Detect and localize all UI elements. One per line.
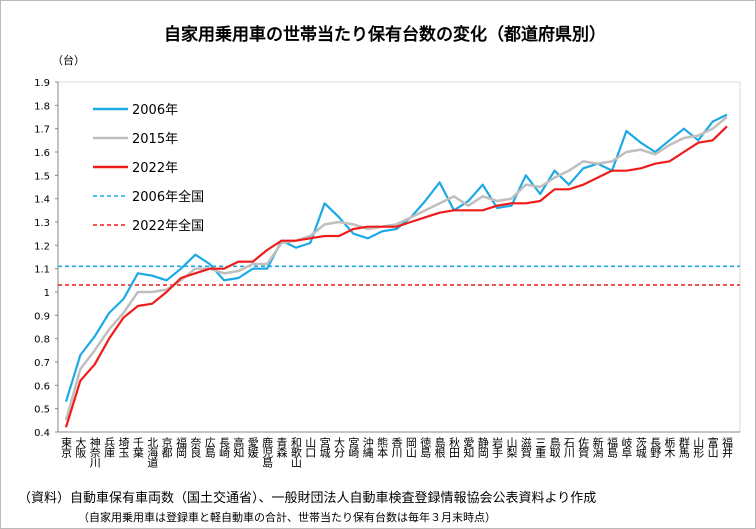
x-tick-label: 石川 [562,437,575,458]
x-tick-label: 群馬 [677,436,690,459]
x-tick-label: 島根 [433,436,446,459]
x-tick-label: 佐賀 [577,436,590,459]
x-tick-label: 茨城 [634,436,647,458]
x-tick-label: 和歌山 [289,437,302,468]
x-tick-label: 岡山 [404,437,417,458]
x-tick-label: 熊本 [376,436,389,459]
x-tick-label: 三重 [534,437,547,458]
x-tick-label: 福島 [606,436,619,459]
footnote: （自家用乗用車は登録車と軽自動車の合計、世帯当たり保有台数は毎年３月末時点） [78,510,496,524]
x-tick-label: 奈良 [189,436,202,459]
x-tick-label: 北海道 [146,437,159,468]
y-tick-label: 1.5 [34,171,50,182]
x-tick-label: 東京 [60,437,73,459]
x-tick-label: 宮崎 [347,436,360,458]
y-tick-label: 1.3 [34,218,50,229]
y-tick-label: 0.4 [34,428,50,439]
x-tick-label: 滋賀 [519,437,532,459]
x-tick-label: 新潟 [591,436,604,459]
x-tick-label: 千葉 [131,437,144,458]
x-tick-label: 徳島 [419,437,432,459]
legend-label: 2022年全国 [132,218,204,234]
x-tick-label: 大阪 [74,436,87,459]
y-unit-label: （台） [52,53,85,67]
y-tick-label: 1.9 [34,78,50,89]
y-tick-label: 0.9 [34,311,50,322]
x-tick-label: 高知 [232,436,245,459]
y-tick-label: 0.6 [34,381,50,392]
chart-title: 自家用乗用車の世帯当たり保有台数の変化（都道府県別） [164,24,606,45]
x-tick-label: 山形 [692,437,705,459]
x-tick-label: 広島 [203,437,216,459]
x-tick-label: 長崎 [218,437,231,458]
x-tick-label: 栃木 [663,436,676,459]
x-tick-label: 京都 [160,436,173,458]
x-tick-label: 宮城 [318,436,331,458]
x-tick-label: 神奈川 [88,436,101,468]
x-tick-label: 福井 [721,436,734,459]
x-tick-label: 青森 [275,437,288,459]
x-tick-label: 長野 [649,437,662,458]
x-tick-label: 大分 [333,436,346,458]
y-tick-label: 0.8 [34,335,50,346]
legend-label: 2006年全国 [132,189,204,205]
x-tick-label: 香川 [390,437,403,458]
x-tick-label: 愛媛 [246,437,259,459]
series-line [64,125,728,428]
x-tick-label: 兵庫 [103,437,116,459]
x-tick-label: 愛知 [462,437,475,459]
y-tick-label: 1.6 [34,148,50,159]
legend-label: 2006年 [132,103,178,118]
x-tick-label: 静岡 [476,436,489,459]
y-tick-label: 1.4 [34,195,50,206]
x-tick-label: 埼玉 [117,436,130,458]
x-tick-label: 福岡 [174,436,187,459]
x-tick-label: 富山 [706,436,719,458]
y-tick-label: 0.7 [34,358,50,369]
x-tick-label: 山口 [304,437,317,458]
legend-label: 2015年 [132,132,178,147]
x-tick-label: 鳥取 [548,436,561,459]
y-tick-label: 1.1 [34,265,50,276]
x-tick-label: 鹿児島 [261,436,274,469]
legend-label: 2022年 [132,161,178,176]
x-tick-label: 沖縄 [361,437,374,458]
y-tick-label: 0.5 [34,405,50,416]
x-tick-label: 岩手 [491,436,504,459]
y-tick-label: 1.2 [34,241,50,252]
y-tick-label: 1.8 [34,101,50,112]
x-tick-label: 岐阜 [620,437,633,459]
x-tick-label: 秋田 [447,436,460,458]
y-tick-label: 1.7 [34,125,50,136]
x-tick-label: 山梨 [505,437,518,459]
y-tick-label: 1 [44,288,50,299]
source-note: （資料）自動車保有車両数（国土交通省）、一般財団法人自動車検査登録情報協会公表資… [18,490,596,506]
